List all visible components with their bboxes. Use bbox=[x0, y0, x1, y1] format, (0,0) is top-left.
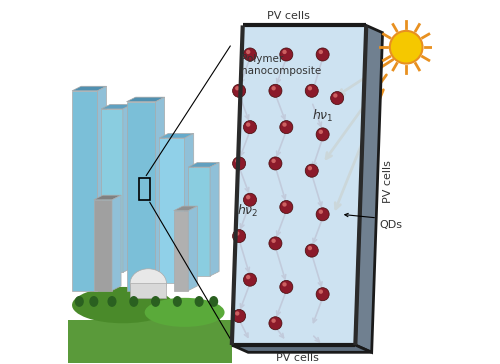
Circle shape bbox=[246, 50, 250, 54]
Polygon shape bbox=[94, 200, 112, 290]
Text: Polymer
nanocomposite: Polymer nanocomposite bbox=[241, 55, 321, 76]
Polygon shape bbox=[112, 195, 121, 290]
Polygon shape bbox=[101, 104, 132, 109]
Circle shape bbox=[280, 280, 293, 293]
Circle shape bbox=[232, 309, 245, 323]
Polygon shape bbox=[174, 211, 188, 290]
Circle shape bbox=[280, 120, 293, 134]
Circle shape bbox=[269, 84, 282, 97]
Text: h$\nu_1$: h$\nu_1$ bbox=[312, 108, 334, 124]
Circle shape bbox=[235, 159, 240, 163]
Circle shape bbox=[282, 50, 286, 54]
Circle shape bbox=[282, 122, 286, 127]
Polygon shape bbox=[101, 109, 123, 272]
Polygon shape bbox=[123, 104, 132, 272]
Text: PV cells: PV cells bbox=[276, 353, 318, 363]
Circle shape bbox=[272, 318, 276, 323]
Circle shape bbox=[305, 164, 318, 177]
Circle shape bbox=[282, 282, 286, 286]
Circle shape bbox=[316, 208, 329, 221]
Circle shape bbox=[246, 122, 250, 127]
Polygon shape bbox=[188, 167, 210, 276]
Polygon shape bbox=[159, 134, 194, 138]
Circle shape bbox=[269, 317, 282, 330]
Circle shape bbox=[232, 84, 245, 97]
Circle shape bbox=[244, 120, 256, 134]
Polygon shape bbox=[126, 102, 156, 290]
Polygon shape bbox=[232, 25, 366, 345]
Polygon shape bbox=[184, 134, 194, 283]
Polygon shape bbox=[356, 25, 382, 352]
Circle shape bbox=[244, 273, 256, 286]
Polygon shape bbox=[156, 97, 164, 290]
Circle shape bbox=[272, 86, 276, 90]
Circle shape bbox=[390, 31, 422, 64]
Circle shape bbox=[269, 157, 282, 170]
Circle shape bbox=[235, 232, 240, 236]
Circle shape bbox=[280, 201, 293, 214]
Ellipse shape bbox=[129, 296, 138, 307]
Polygon shape bbox=[210, 163, 219, 276]
Circle shape bbox=[316, 128, 329, 141]
Ellipse shape bbox=[151, 296, 160, 307]
Ellipse shape bbox=[72, 287, 174, 323]
Text: QDs: QDs bbox=[379, 220, 402, 230]
Circle shape bbox=[308, 86, 312, 90]
Circle shape bbox=[232, 157, 245, 170]
Circle shape bbox=[244, 48, 256, 61]
Circle shape bbox=[318, 289, 323, 294]
Circle shape bbox=[308, 246, 312, 250]
Circle shape bbox=[316, 48, 329, 61]
Ellipse shape bbox=[173, 296, 182, 307]
Ellipse shape bbox=[90, 296, 98, 307]
Circle shape bbox=[244, 193, 256, 206]
Circle shape bbox=[269, 237, 282, 250]
Polygon shape bbox=[72, 86, 106, 91]
Circle shape bbox=[308, 166, 312, 170]
Bar bbox=[139, 178, 150, 200]
Circle shape bbox=[246, 275, 250, 279]
Circle shape bbox=[305, 84, 318, 97]
Ellipse shape bbox=[130, 269, 166, 298]
Ellipse shape bbox=[209, 296, 218, 307]
Circle shape bbox=[272, 159, 276, 163]
Circle shape bbox=[333, 93, 338, 98]
Circle shape bbox=[282, 202, 286, 207]
Bar bbox=[130, 283, 166, 298]
Circle shape bbox=[272, 239, 276, 243]
Polygon shape bbox=[98, 86, 106, 290]
Text: PV cells: PV cells bbox=[266, 11, 310, 21]
Circle shape bbox=[235, 86, 240, 90]
Polygon shape bbox=[94, 195, 121, 200]
Circle shape bbox=[280, 48, 293, 61]
Polygon shape bbox=[174, 206, 198, 211]
Polygon shape bbox=[72, 91, 98, 290]
Ellipse shape bbox=[75, 296, 84, 307]
Circle shape bbox=[318, 210, 323, 214]
Polygon shape bbox=[159, 138, 184, 283]
Circle shape bbox=[246, 195, 250, 199]
Ellipse shape bbox=[194, 296, 203, 307]
Circle shape bbox=[305, 244, 318, 257]
Circle shape bbox=[235, 311, 240, 316]
Polygon shape bbox=[188, 206, 198, 290]
Circle shape bbox=[330, 91, 344, 104]
Circle shape bbox=[318, 50, 323, 54]
Polygon shape bbox=[188, 163, 219, 167]
Circle shape bbox=[318, 130, 323, 134]
Polygon shape bbox=[232, 345, 372, 352]
Text: h$\nu_2$: h$\nu_2$ bbox=[238, 203, 259, 219]
Polygon shape bbox=[126, 97, 164, 102]
Circle shape bbox=[316, 288, 329, 301]
Circle shape bbox=[232, 230, 245, 243]
Text: PV cells: PV cells bbox=[382, 160, 392, 203]
Ellipse shape bbox=[108, 296, 116, 307]
Ellipse shape bbox=[144, 298, 224, 327]
Polygon shape bbox=[68, 320, 232, 363]
